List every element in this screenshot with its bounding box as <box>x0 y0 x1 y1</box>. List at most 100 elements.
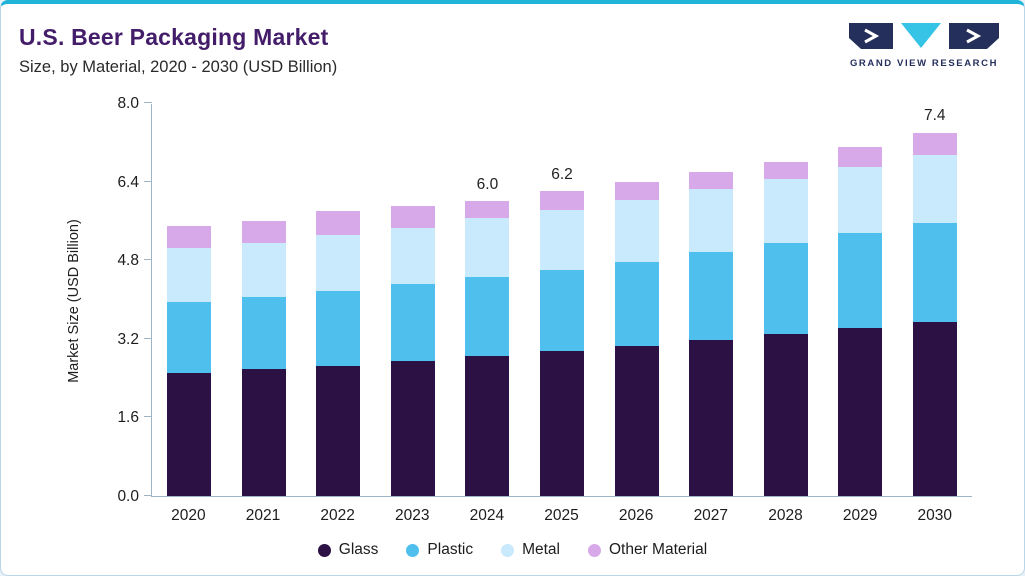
bar-segment-glass <box>838 328 883 496</box>
bar-segment-glass <box>614 346 659 496</box>
bar-2026 <box>599 104 674 496</box>
y-tick-mark <box>144 102 152 103</box>
bar-2024: 6.0 <box>450 104 525 496</box>
bar-segment-glass <box>689 339 734 496</box>
bar-segment-glass <box>241 369 286 496</box>
bar-segment-glass <box>316 365 361 496</box>
x-tick-label: 2026 <box>618 507 654 524</box>
y-axis-title: Market Size (USD Billion) <box>63 104 85 497</box>
bar-segment-metal <box>540 209 584 270</box>
bar-total-label: 6.2 <box>551 166 573 184</box>
x-tick-label: 2022 <box>320 507 355 524</box>
stacked-bar <box>540 191 584 496</box>
bar-2027 <box>674 104 749 496</box>
bar-total-label: 7.4 <box>923 107 946 125</box>
stacked-bar <box>689 171 734 496</box>
bar-segment-metal <box>689 189 734 253</box>
bar-segment-glass <box>912 321 957 496</box>
brand-logo: GRAND VIEW RESEARCH <box>848 22 1000 69</box>
x-tick-label: 2023 <box>395 507 430 524</box>
y-tick-mark <box>144 337 152 339</box>
bar-segment-other-material <box>316 211 361 235</box>
x-tick-label: 2020 <box>171 507 206 524</box>
stacked-bar <box>390 206 435 496</box>
legend-marker-icon <box>501 543 515 557</box>
bar-segment-other-material <box>241 220 286 243</box>
x-axis-labels: 2020 2021 2022 2023 2024 2025 2026 2027 2028 2029… <box>151 507 972 525</box>
bar-segment-other-material <box>465 201 510 219</box>
bar-segment-plastic <box>241 296 286 370</box>
y-tick-label: 4.8 <box>117 252 139 270</box>
chart-legend: Glass Plastic Metal Other Material <box>1 541 1024 559</box>
bar-segment-other-material <box>614 181 659 201</box>
plot-area: 6.0 6.2 7.4 <box>144 102 972 497</box>
bar-2020 <box>152 104 227 496</box>
y-tick-label: 3.2 <box>117 330 139 348</box>
bar-2021 <box>227 104 302 496</box>
legend-label: Glass <box>338 541 379 558</box>
y-axis-title-text: Market Size (USD Billion) <box>66 218 83 383</box>
x-tick-label: 2025 <box>544 507 579 524</box>
y-tick-mark <box>144 259 152 261</box>
brand-logo-text: GRAND VIEW RESEARCH <box>849 58 999 69</box>
legend-marker-icon <box>406 543 420 557</box>
bar-segment-plastic <box>316 291 361 366</box>
bar-2029 <box>823 104 898 496</box>
bar-2023 <box>376 104 451 496</box>
bar-2025: 6.2 <box>525 104 600 496</box>
bar-segment-metal <box>763 179 808 244</box>
legend-item-metal: Metal <box>501 541 560 559</box>
bar-segment-plastic <box>167 301 212 374</box>
legend-item-plastic: Plastic <box>406 541 473 559</box>
bar-segment-other-material <box>167 225 212 248</box>
legend-label: Other Material <box>608 541 708 558</box>
bar-total-label: 6.0 <box>476 176 499 194</box>
x-tick-label: 2028 <box>768 507 803 524</box>
bar-segment-metal <box>465 218 510 278</box>
bar-segment-other-material <box>838 147 883 167</box>
bar-segment-plastic <box>465 277 510 356</box>
bar-segment-metal <box>390 227 435 285</box>
x-tick-label: 2030 <box>917 507 952 524</box>
y-tick-label: 8.0 <box>117 95 139 112</box>
y-tick-mark <box>144 495 152 496</box>
bar-segment-other-material <box>540 191 584 210</box>
page-title: U.S. Beer Packaging Market <box>19 24 329 50</box>
bar-segment-other-material <box>390 206 435 228</box>
bar-2030: 7.4 <box>897 104 972 496</box>
bar-segment-plastic <box>763 243 808 334</box>
x-tick-label: 2024 <box>469 507 505 524</box>
stacked-bar <box>614 181 659 496</box>
bar-segment-other-material <box>689 171 734 190</box>
stacked-bar <box>912 132 957 496</box>
bar-2022 <box>301 104 376 496</box>
legend-label: Metal <box>522 541 560 558</box>
bar-segment-plastic <box>540 269 584 352</box>
bar-segment-other-material <box>763 161 808 180</box>
x-tick-label: 2029 <box>842 507 878 524</box>
y-tick-mark <box>144 180 152 182</box>
legend-item-glass: Glass <box>317 541 379 559</box>
bar-segment-plastic <box>838 233 883 328</box>
bar-segment-metal <box>912 154 957 224</box>
bar-segment-glass <box>167 373 212 496</box>
bar-segment-plastic <box>390 284 435 361</box>
bar-segment-glass <box>390 360 435 496</box>
y-tick-mark <box>144 416 152 418</box>
y-axis-tick-labels: 0.0 1.6 3.2 4.8 6.4 8.0 <box>93 95 139 505</box>
x-tick-label: 2021 <box>245 507 281 524</box>
bar-segment-metal <box>316 234 361 292</box>
bar-segment-metal <box>241 242 286 297</box>
page-subtitle: Size, by Material, 2020 - 2030 (USD Bill… <box>19 58 338 76</box>
stacked-bar <box>763 161 808 496</box>
bar-segment-plastic <box>614 261 659 347</box>
bar-2028 <box>748 104 823 496</box>
bar-segment-other-material <box>912 132 957 155</box>
bar-segment-metal <box>167 247 212 302</box>
x-tick-label: 2027 <box>693 507 729 524</box>
legend-item-other-material: Other Material <box>587 541 708 559</box>
bar-segment-glass <box>763 333 808 496</box>
bar-segment-glass <box>465 356 510 496</box>
legend-marker-icon <box>587 543 601 557</box>
